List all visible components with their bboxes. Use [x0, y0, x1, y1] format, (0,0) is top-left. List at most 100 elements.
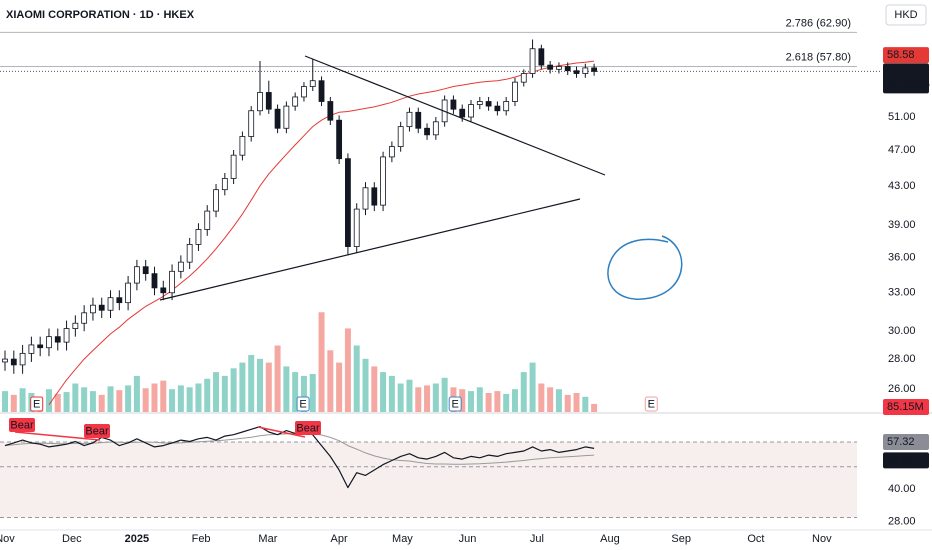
candle-body — [125, 282, 132, 304]
x-tick-label: Dec — [62, 533, 82, 545]
currency[interactable]: HKD — [894, 9, 917, 21]
volume-bar — [133, 375, 140, 412]
divergence-box — [84, 424, 110, 438]
candle-body — [512, 81, 518, 102]
volume-bar — [230, 368, 237, 412]
candle-body — [450, 99, 457, 110]
event-marker — [448, 396, 462, 412]
volume-bar — [591, 403, 598, 412]
plot: 2.786 (62.90) 2.618 (57.80) E E E E Bear Bear Be… — [0, 17, 930, 545]
volume-bar — [221, 375, 228, 412]
volume-bar — [177, 385, 184, 412]
candle-body — [265, 92, 272, 110]
candle-body — [591, 67, 598, 72]
volume-bar — [406, 379, 413, 412]
volume-bar — [318, 312, 325, 412]
candle-body — [556, 66, 562, 70]
candle-body — [476, 101, 483, 105]
moving-average — [48, 60, 595, 406]
candle-body — [221, 178, 228, 191]
volume-bar — [292, 372, 299, 412]
countdown: 01:14:16 — [887, 78, 930, 90]
candle-body — [230, 154, 237, 179]
candle-body — [573, 70, 580, 74]
candle-body — [177, 261, 184, 272]
volume-bar — [582, 396, 589, 412]
volume-bar — [10, 394, 17, 412]
candle-body — [564, 66, 571, 72]
volume-bar — [72, 383, 79, 412]
candle-body — [46, 336, 52, 349]
volume-bar — [511, 389, 518, 412]
divergence-line — [257, 426, 306, 438]
candle-body — [292, 96, 299, 107]
volume-bar — [151, 383, 158, 412]
x-tick-label: Nov — [812, 533, 832, 545]
volume-bar — [336, 362, 343, 412]
volume-bar — [213, 372, 220, 412]
volume-bar — [344, 328, 351, 412]
volume-bar — [142, 388, 149, 412]
volume-bar — [371, 366, 378, 412]
candle-body — [186, 243, 193, 263]
candle-body — [72, 322, 79, 329]
volume-bar — [81, 387, 88, 412]
y-tick-label: 47.00 — [888, 144, 916, 156]
candle-body — [116, 297, 123, 304]
currency-box[interactable] — [885, 4, 927, 26]
candle-body — [239, 136, 246, 156]
candle-body — [582, 67, 589, 74]
candle-body — [169, 270, 175, 294]
candle-body — [133, 266, 140, 284]
volume-label: 85.15M — [887, 401, 924, 413]
volume-bar — [54, 393, 61, 412]
divergence-label: Bear — [85, 425, 109, 437]
candle-body — [274, 108, 281, 129]
volume-bar — [239, 362, 246, 412]
volume-bar — [494, 391, 501, 412]
oscillator-label-box — [883, 452, 929, 469]
hand-drawn-circle — [607, 235, 683, 300]
volume-bar — [441, 377, 448, 412]
volume-bar — [195, 383, 202, 412]
x-tick-label: Feb — [192, 533, 211, 545]
candle-body — [538, 48, 545, 66]
candle-body — [362, 187, 369, 210]
x-tick-label: Nov — [0, 533, 15, 545]
x-tick-label: 2025 — [125, 533, 149, 545]
x-tick-label: Aug — [600, 533, 620, 545]
candle-body — [494, 105, 501, 112]
candle-body — [432, 121, 439, 136]
candle-body — [371, 187, 378, 206]
volume-label-box — [883, 399, 929, 415]
candle-body — [327, 101, 334, 121]
candle-body — [248, 110, 255, 137]
candle-body — [415, 111, 422, 129]
ma-label: 58.58 — [887, 49, 915, 61]
volume-bar — [45, 389, 52, 412]
volume-bar — [160, 380, 167, 412]
y-tick-label: 30.00 — [888, 325, 916, 337]
candle-body — [353, 208, 360, 247]
candle-body — [2, 358, 8, 363]
candle-body — [485, 101, 492, 107]
event-label: E — [452, 398, 459, 410]
oscillator-label: 54.95 — [887, 454, 915, 466]
osc-tick-label: 28.00 — [888, 515, 916, 527]
candle-body — [520, 73, 527, 83]
candle-body — [37, 344, 44, 349]
volume-bar — [476, 387, 483, 412]
last-price-label-box — [883, 63, 929, 94]
volume-bar — [555, 389, 562, 412]
candle-body — [195, 229, 202, 245]
candle-body — [142, 266, 149, 275]
candle-body — [81, 312, 88, 324]
x-tick-label: Apr — [331, 533, 348, 545]
event-label: E — [33, 398, 40, 410]
candle-body — [336, 119, 343, 160]
volume-bar — [2, 391, 9, 412]
candle-body — [309, 80, 316, 87]
x-tick-label: Oct — [747, 533, 764, 545]
x-tick-label: Jul — [530, 533, 544, 545]
